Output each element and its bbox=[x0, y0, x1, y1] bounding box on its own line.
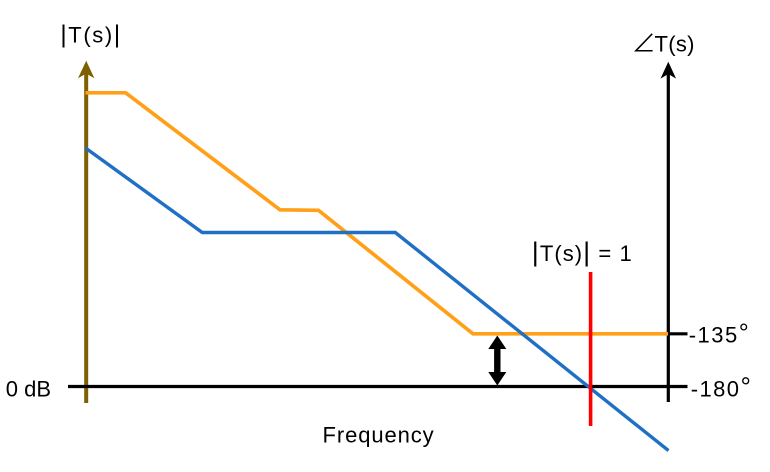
svg-text:0 dB: 0 dB bbox=[6, 376, 51, 401]
svg-text:T(s): T(s) bbox=[655, 31, 695, 56]
svg-text:|T(s)| = 1: |T(s)| = 1 bbox=[532, 237, 633, 267]
svg-text:|T(s)|: |T(s)| bbox=[60, 20, 122, 48]
svg-text:-135°: -135° bbox=[689, 319, 751, 347]
svg-text:Frequency: Frequency bbox=[323, 423, 435, 448]
svg-text:-180°: -180° bbox=[691, 371, 752, 401]
